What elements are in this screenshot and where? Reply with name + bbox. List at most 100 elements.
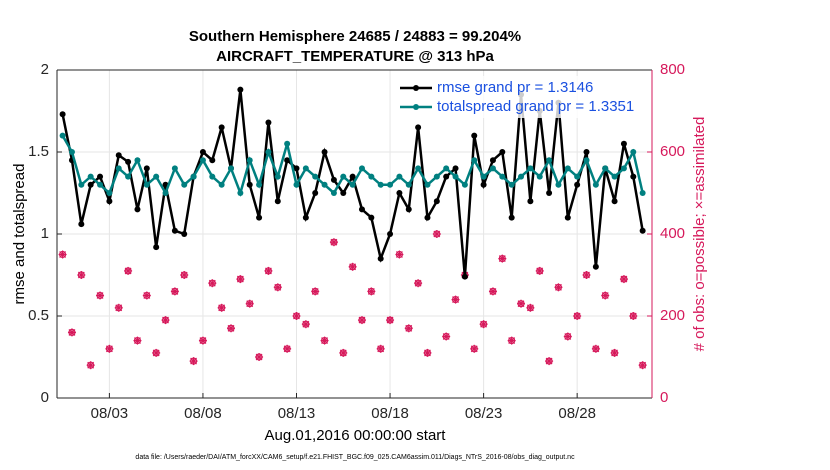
series-marker <box>237 190 244 196</box>
x-tick-label: 08/08 <box>184 405 222 422</box>
obs-assimilated <box>124 266 133 275</box>
series-marker <box>330 190 337 196</box>
obs-assimilated <box>180 271 189 279</box>
star-stroke <box>639 361 647 369</box>
series-marker <box>452 173 459 180</box>
obs-assimilated <box>367 287 376 296</box>
legend-label: totalspread grand pr = 1.3351 <box>437 98 634 115</box>
series-marker <box>611 173 618 180</box>
series-marker <box>171 227 178 234</box>
star-stroke <box>480 320 488 328</box>
series-marker <box>265 149 272 155</box>
star-stroke <box>395 251 403 258</box>
obs-assimilated <box>227 324 236 333</box>
star-stroke <box>96 292 104 299</box>
y2-axis-label: # of obs: o=possible; ×=assimilated <box>691 117 708 352</box>
series-marker <box>256 181 263 188</box>
star-stroke <box>236 275 244 283</box>
series-marker <box>302 165 309 172</box>
star-stroke <box>349 263 357 271</box>
series-marker <box>115 152 122 159</box>
obs-assimilated <box>311 287 320 296</box>
obs-assimilated <box>563 332 572 341</box>
series-marker <box>424 181 431 188</box>
series-marker <box>471 157 478 164</box>
obs-assimilated <box>517 299 526 308</box>
series-marker <box>312 173 319 180</box>
series-marker <box>387 181 394 188</box>
obs-assimilated <box>573 312 582 320</box>
series-marker <box>340 173 347 180</box>
series-marker <box>143 181 150 188</box>
star-stroke <box>358 316 366 324</box>
series-marker <box>68 149 75 155</box>
series-marker <box>199 157 206 164</box>
series-marker <box>97 181 104 188</box>
series-marker <box>489 157 496 164</box>
series-marker <box>536 173 543 180</box>
star-stroke <box>536 267 544 275</box>
star-stroke <box>105 345 113 353</box>
series-marker <box>546 190 553 196</box>
series-marker <box>368 173 375 180</box>
star-stroke <box>143 292 151 299</box>
obs-assimilated <box>629 312 638 320</box>
series-marker <box>461 181 468 188</box>
legend-label: rmse grand pr = 1.3146 <box>437 79 593 96</box>
legend-marker <box>413 85 419 91</box>
star-stroke <box>555 283 562 291</box>
series-marker <box>443 165 450 172</box>
series-marker <box>228 165 235 172</box>
series-marker <box>639 190 646 196</box>
series-marker <box>78 221 85 228</box>
y-tick-label: 0 <box>41 389 49 406</box>
series-marker <box>433 198 440 205</box>
obs-assimilated <box>198 336 207 345</box>
star-stroke <box>573 312 581 320</box>
obs-assimilated <box>105 344 114 353</box>
star-stroke <box>583 271 590 279</box>
obs-assimilated <box>442 332 451 341</box>
star-stroke <box>87 361 95 369</box>
series-marker <box>209 173 216 180</box>
star-stroke <box>208 279 216 287</box>
series-marker <box>433 173 440 180</box>
series-marker <box>125 173 132 180</box>
series-marker <box>489 165 496 172</box>
star-stroke <box>311 287 319 295</box>
star-stroke <box>629 312 637 320</box>
series-marker <box>106 190 113 196</box>
series-marker <box>564 165 571 172</box>
series-marker <box>134 157 141 164</box>
y2-tick-label: 800 <box>660 61 685 78</box>
obs-assimilated <box>170 287 179 296</box>
star-stroke <box>68 328 76 336</box>
star-stroke <box>367 287 375 295</box>
obs-assimilated <box>217 303 226 312</box>
star-stroke <box>274 283 282 291</box>
series-marker <box>630 149 637 155</box>
chart-subtitle: AIRCRAFT_TEMPERATURE @ 313 hPa <box>216 48 494 65</box>
series-marker <box>284 140 291 147</box>
legend-marker <box>413 104 419 110</box>
series-marker <box>321 149 328 155</box>
obs-assimilated <box>320 336 329 345</box>
star-stroke <box>302 320 310 328</box>
obs-assimilated <box>414 279 423 288</box>
x-tick-label: 08/03 <box>91 405 129 422</box>
obs-assimilated <box>133 336 142 345</box>
star-stroke <box>162 316 169 324</box>
series-marker <box>330 176 337 183</box>
obs-assimilated <box>423 348 432 357</box>
obs-assimilated <box>488 287 497 296</box>
star-stroke <box>59 251 67 258</box>
star-stroke <box>330 238 338 246</box>
series-marker <box>396 173 403 180</box>
star-stroke <box>339 349 347 357</box>
series-marker <box>396 190 403 196</box>
star-stroke <box>293 312 300 320</box>
series-marker <box>87 181 94 188</box>
obs-assimilated <box>301 320 310 329</box>
obs-assimilated <box>395 250 404 259</box>
series-marker <box>452 165 459 172</box>
